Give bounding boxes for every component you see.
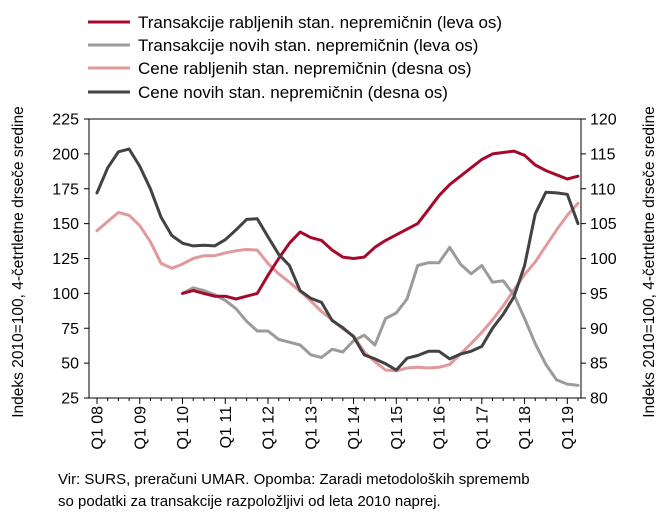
y-left-tick-label: 225 [52, 112, 79, 129]
y-right-tick-label: 105 [590, 216, 617, 233]
legend-label-4: Cene novih stan. nepremičnin (desna os) [138, 83, 448, 102]
plot-frame [88, 118, 582, 399]
x-tick-label: Q1 11 [218, 406, 235, 449]
y-left-tick-label: 25 [61, 391, 79, 408]
legend-label-2: Transakcije novih stan. nepremičnin (lev… [138, 36, 478, 55]
chart: Transakcije rabljenih stan. nepremičnin … [10, 13, 658, 450]
x-tick-label: Q1 09 [132, 406, 149, 450]
legend: Transakcije rabljenih stan. nepremičnin … [88, 13, 502, 102]
y-right-tick-label: 85 [590, 356, 608, 373]
x-tick-label: Q1 18 [517, 406, 534, 450]
y-left-tick-label: 200 [52, 146, 79, 163]
x-axis: Q1 08 Q1 09 Q1 10 Q1 11 Q1 12 Q1 13 Q1 14 Q1 15… [90, 398, 579, 450]
legend-label-3: Cene rabljenih stan. nepremičnin (desna … [138, 59, 472, 78]
legend-item-2: Transakcije novih stan. nepremičnin (lev… [88, 36, 478, 55]
legend-item-1: Transakcije rabljenih stan. nepremičnin … [88, 13, 502, 32]
y-axis-right-title: Indeks 2010=100, 4-četrtletne drseče sre… [641, 106, 658, 418]
series-line-2 [181, 245, 580, 387]
y-left-tick-label: 125 [52, 251, 79, 268]
y-axis-left: 25 50 75 100 125 150 175 200 225 [52, 112, 89, 408]
series-layer [95, 147, 580, 387]
y-left-tick-label: 100 [52, 286, 79, 303]
y-right-tick-label: 120 [590, 112, 617, 129]
x-tick-label: Q1 13 [303, 406, 320, 450]
x-tick-label: Q1 15 [389, 406, 406, 450]
y-right-tick-label: 90 [590, 321, 608, 338]
y-right-tick-label: 80 [590, 391, 608, 408]
x-tick-label: Q1 12 [261, 406, 278, 450]
y-right-tick-label: 110 [590, 181, 616, 198]
y-right-tick-label: 95 [590, 286, 608, 303]
y-left-tick-label: 175 [52, 181, 79, 198]
plot-area [88, 118, 582, 399]
y-left-tick-label: 150 [52, 216, 79, 233]
x-tick-label: Q1 14 [346, 406, 363, 450]
y-axis-right: 80 85 90 95 100 105 110 115 120 [581, 112, 617, 408]
x-tick-label: Q1 08 [90, 406, 107, 450]
x-tick-label: Q1 10 [175, 406, 192, 450]
y-left-tick-label: 50 [61, 356, 79, 373]
x-tick-label: Q1 19 [560, 406, 577, 450]
y-axis-left-title: Indeks 2010=100, 4-četrtletne drseče sre… [10, 106, 27, 418]
source-note-line-1: Vir: SURS, preračuni UMAR. Opomba: Zarad… [58, 471, 530, 488]
series-line-1 [181, 149, 580, 301]
legend-item-3: Cene rabljenih stan. nepremičnin (desna … [88, 59, 472, 78]
source-note-line-2: so podatki za transakcije razpoložljivi … [58, 493, 441, 510]
source-note: Vir: SURS, preračuni UMAR. Opomba: Zarad… [58, 469, 658, 513]
y-right-tick-label: 115 [590, 146, 616, 163]
y-left-tick-label: 75 [61, 321, 79, 338]
series-line-4 [95, 147, 580, 372]
x-tick-label: Q1 17 [474, 406, 491, 450]
y-right-tick-label: 100 [590, 251, 617, 268]
legend-label-1: Transakcije rabljenih stan. nepremičnin … [138, 13, 502, 32]
legend-item-4: Cene novih stan. nepremičnin (desna os) [88, 83, 448, 102]
x-tick-label: Q1 16 [432, 406, 449, 450]
